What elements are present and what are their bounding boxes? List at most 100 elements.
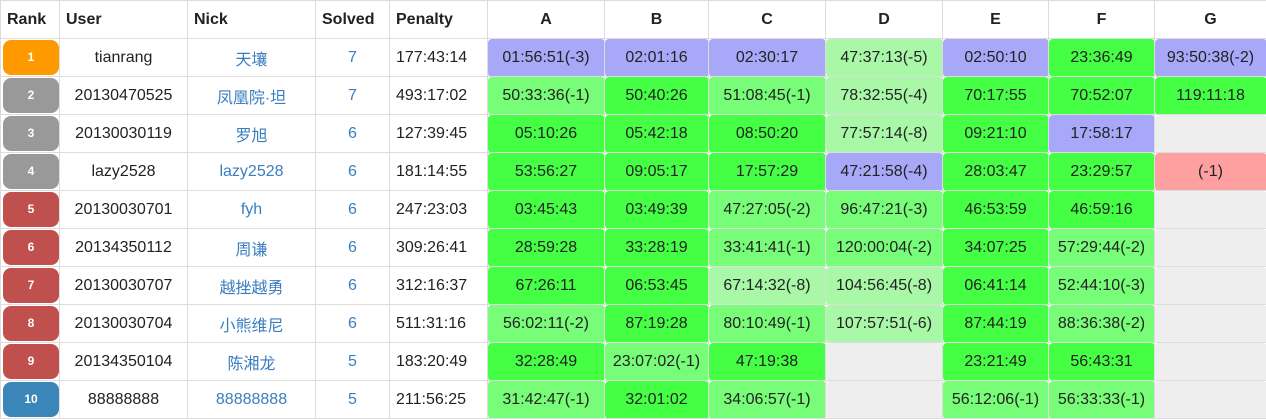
solved-count-link[interactable]: 6 [315, 266, 390, 305]
penalty-cell: 183:20:49 [389, 342, 488, 381]
nick-link[interactable]: 越挫越勇 [187, 266, 316, 305]
problem-c-cell: 17:57:29 [708, 152, 826, 191]
solved-count-link[interactable]: 5 [315, 380, 390, 419]
penalty-cell: 312:16:37 [389, 266, 488, 305]
rank-badge: 9 [3, 344, 59, 379]
problem-a-cell: 05:10:26 [487, 114, 605, 153]
problem-a-cell: 67:26:11 [487, 266, 605, 305]
problem-f-cell: 17:58:17 [1048, 114, 1155, 153]
rank-badge: 2 [3, 78, 59, 113]
nick-link[interactable]: 88888888 [187, 380, 316, 419]
problem-d-cell: 47:21:58(-4) [825, 152, 943, 191]
problem-a-cell: 32:28:49 [487, 342, 605, 381]
solved-count-link[interactable]: 5 [315, 342, 390, 381]
problem-a-cell: 28:59:28 [487, 228, 605, 267]
problem-e-cell: 56:12:06(-1) [942, 380, 1049, 419]
problem-a-cell: 56:02:11(-2) [487, 304, 605, 343]
problem-f-cell: 56:33:33(-1) [1048, 380, 1155, 419]
problem-d-cell: 120:00:04(-2) [825, 228, 943, 267]
nick-link[interactable]: 罗旭 [187, 114, 316, 153]
solved-count-link[interactable]: 7 [315, 76, 390, 115]
problem-d-cell: 96:47:21(-3) [825, 190, 943, 229]
header-problem-g[interactable]: G [1154, 0, 1266, 39]
problem-c-cell: 08:50:20 [708, 114, 826, 153]
penalty-cell: 181:14:55 [389, 152, 488, 191]
nick-link[interactable]: lazy2528 [187, 152, 316, 191]
table-row: 10 88888888 88888888 5 211:56:25 31:42:47(-1)… [0, 380, 1266, 419]
problem-d-cell: 47:37:13(-5) [825, 38, 943, 77]
solved-count-link[interactable]: 6 [315, 190, 390, 229]
problem-f-cell: 57:29:44(-2) [1048, 228, 1155, 267]
problem-e-cell: 34:07:25 [942, 228, 1049, 267]
user-cell: 20134350104 [59, 342, 188, 381]
problem-c-cell: 33:41:41(-1) [708, 228, 826, 267]
user-cell: lazy2528 [59, 152, 188, 191]
user-cell: 20130030707 [59, 266, 188, 305]
header-solved[interactable]: Solved [315, 0, 390, 39]
header-problem-c[interactable]: C [708, 0, 826, 39]
user-cell: 20130470525 [59, 76, 188, 115]
problem-g-cell: 93:50:38(-2) [1154, 38, 1266, 77]
problem-d-cell: 77:57:14(-8) [825, 114, 943, 153]
table-row: 3 20130030119 罗旭 6 127:39:45 05:10:26 05:42:18… [0, 114, 1266, 153]
header-problem-d[interactable]: D [825, 0, 943, 39]
problem-d-cell [825, 342, 943, 381]
header-nick[interactable]: Nick [187, 0, 316, 39]
solved-count-link[interactable]: 6 [315, 304, 390, 343]
problem-e-cell: 06:41:14 [942, 266, 1049, 305]
solved-count-link[interactable]: 6 [315, 228, 390, 267]
solved-count-link[interactable]: 6 [315, 152, 390, 191]
header-rank[interactable]: Rank [0, 0, 60, 39]
problem-b-cell: 32:01:02 [604, 380, 709, 419]
problem-c-cell: 67:14:32(-8) [708, 266, 826, 305]
problem-b-cell: 06:53:45 [604, 266, 709, 305]
problem-b-cell: 33:28:19 [604, 228, 709, 267]
problem-g-cell: (-1) [1154, 152, 1266, 191]
nick-link[interactable]: 天壤 [187, 38, 316, 77]
nick-link[interactable]: 小熊维尼 [187, 304, 316, 343]
problem-g-cell [1154, 114, 1266, 153]
problem-f-cell: 23:36:49 [1048, 38, 1155, 77]
user-cell: 20130030704 [59, 304, 188, 343]
solved-count-link[interactable]: 6 [315, 114, 390, 153]
problem-a-cell: 03:45:43 [487, 190, 605, 229]
problem-a-cell: 31:42:47(-1) [487, 380, 605, 419]
problem-b-cell: 03:49:39 [604, 190, 709, 229]
problem-e-cell: 09:21:10 [942, 114, 1049, 153]
header-problem-a[interactable]: A [487, 0, 605, 39]
nick-link[interactable]: fyh [187, 190, 316, 229]
problem-e-cell: 23:21:49 [942, 342, 1049, 381]
nick-link[interactable]: 凤凰院·坦 [187, 76, 316, 115]
rank-cell: 9 [0, 342, 60, 381]
penalty-cell: 247:23:03 [389, 190, 488, 229]
penalty-cell: 177:43:14 [389, 38, 488, 77]
problem-e-cell: 46:53:59 [942, 190, 1049, 229]
rank-cell: 8 [0, 304, 60, 343]
rank-cell: 3 [0, 114, 60, 153]
nick-link[interactable]: 陈湘龙 [187, 342, 316, 381]
header-user[interactable]: User [59, 0, 188, 39]
rank-badge: 10 [3, 382, 59, 417]
rank-cell: 7 [0, 266, 60, 305]
header-penalty[interactable]: Penalty [389, 0, 488, 39]
header-problem-b[interactable]: B [604, 0, 709, 39]
solved-count-link[interactable]: 7 [315, 38, 390, 77]
problem-e-cell: 70:17:55 [942, 76, 1049, 115]
problem-e-cell: 28:03:47 [942, 152, 1049, 191]
rank-badge: 4 [3, 154, 59, 189]
problem-d-cell [825, 380, 943, 419]
problem-f-cell: 88:36:38(-2) [1048, 304, 1155, 343]
problem-d-cell: 107:57:51(-6) [825, 304, 943, 343]
problem-c-cell: 80:10:49(-1) [708, 304, 826, 343]
header-problem-f[interactable]: F [1048, 0, 1155, 39]
penalty-cell: 309:26:41 [389, 228, 488, 267]
nick-link[interactable]: 周谦 [187, 228, 316, 267]
problem-g-cell [1154, 342, 1266, 381]
scoreboard-body: 1 tianrang 天壤 7 177:43:14 01:56:51(-3) 02:01:1… [0, 38, 1266, 419]
problem-c-cell: 02:30:17 [708, 38, 826, 77]
user-cell: 20130030119 [59, 114, 188, 153]
penalty-cell: 493:17:02 [389, 76, 488, 115]
header-problem-e[interactable]: E [942, 0, 1049, 39]
rank-cell: 4 [0, 152, 60, 191]
user-cell: tianrang [59, 38, 188, 77]
